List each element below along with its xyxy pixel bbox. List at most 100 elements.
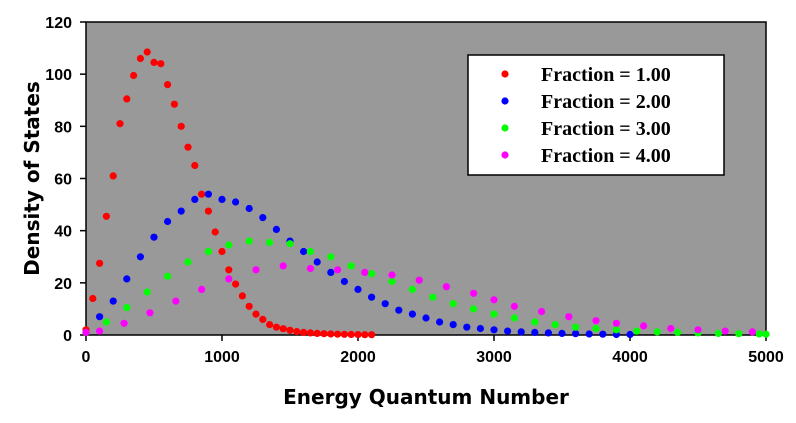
data-point <box>204 190 212 198</box>
data-point <box>245 204 253 213</box>
data-point <box>82 328 90 336</box>
data-point <box>327 330 335 338</box>
data-point <box>313 329 321 337</box>
legend-marker <box>501 124 509 132</box>
data-point <box>347 262 355 270</box>
data-point <box>490 296 498 304</box>
data-point <box>172 297 180 305</box>
data-point <box>334 330 342 338</box>
y-tick-label: 120 <box>45 15 72 32</box>
x-tick-label: 2000 <box>340 349 376 366</box>
data-point <box>109 297 117 305</box>
data-point <box>436 318 444 326</box>
data-point <box>640 322 648 330</box>
legend-label: Fraction = 2.00 <box>541 91 671 113</box>
data-point <box>286 326 294 334</box>
data-point <box>388 271 396 279</box>
data-point <box>538 307 546 316</box>
data-point <box>123 304 131 312</box>
data-point <box>293 328 301 336</box>
data-point <box>327 253 335 261</box>
data-point <box>306 264 314 273</box>
data-point <box>279 262 287 270</box>
data-point <box>694 326 702 334</box>
data-point <box>204 247 212 256</box>
data-point <box>96 259 104 267</box>
data-point <box>130 71 138 80</box>
data-point <box>361 331 369 339</box>
data-point <box>748 328 757 336</box>
data-point <box>558 329 566 337</box>
data-point <box>259 214 267 222</box>
data-point <box>218 247 226 256</box>
data-point <box>266 238 274 246</box>
data-point <box>334 266 342 274</box>
legend-box <box>467 54 725 176</box>
data-point <box>572 330 580 338</box>
data-point <box>177 122 185 130</box>
data-point <box>667 324 675 333</box>
y-tick-label: 40 <box>54 224 72 241</box>
data-point <box>272 323 280 331</box>
data-point <box>102 212 110 220</box>
data-point <box>157 60 165 68</box>
data-point <box>96 327 104 335</box>
data-point <box>626 330 634 339</box>
data-point <box>245 237 253 245</box>
data-point <box>653 328 661 336</box>
data-point <box>490 326 498 334</box>
data-point <box>422 314 430 322</box>
data-point <box>408 310 416 318</box>
data-point <box>490 310 498 318</box>
data-point <box>245 302 253 310</box>
data-point <box>510 314 518 322</box>
data-point <box>123 275 131 283</box>
data-point <box>116 120 124 128</box>
data-point <box>361 268 369 276</box>
data-point <box>191 195 199 203</box>
data-point <box>429 293 437 301</box>
data-point <box>266 321 274 329</box>
data-point <box>517 328 525 336</box>
data-point <box>572 323 580 331</box>
series-4 <box>82 262 757 336</box>
x-tick-label: 0 <box>82 349 91 366</box>
series-3 <box>82 237 770 338</box>
data-point <box>408 285 416 293</box>
data-point <box>368 331 376 339</box>
series-2 <box>82 190 634 339</box>
data-point <box>225 266 233 274</box>
data-point <box>599 330 607 338</box>
data-point <box>286 240 294 248</box>
x-tick-label: 4000 <box>612 349 648 366</box>
data-point <box>470 305 478 313</box>
data-point <box>449 300 457 308</box>
data-point <box>510 302 518 310</box>
data-point <box>415 276 423 284</box>
data-point <box>259 315 267 323</box>
data-point <box>470 289 478 297</box>
data-point <box>198 190 206 198</box>
series-1 <box>82 48 376 339</box>
data-point <box>674 328 682 336</box>
data-point <box>313 258 321 266</box>
x-tick-label: 3000 <box>476 349 512 366</box>
legend-label: Fraction = 4.00 <box>541 145 671 167</box>
data-point <box>306 247 314 256</box>
x-axis-title: Energy Quantum Number <box>283 385 569 409</box>
data-point <box>340 277 348 286</box>
data-point <box>300 247 308 256</box>
data-point <box>585 330 593 338</box>
data-point <box>211 228 219 236</box>
data-point <box>89 294 97 303</box>
data-point <box>320 330 328 338</box>
data-point <box>164 217 172 226</box>
data-point <box>232 198 240 206</box>
data-point <box>170 100 178 108</box>
data-point <box>143 48 151 56</box>
data-point <box>143 288 151 296</box>
data-point <box>544 329 553 337</box>
data-point <box>198 285 206 293</box>
